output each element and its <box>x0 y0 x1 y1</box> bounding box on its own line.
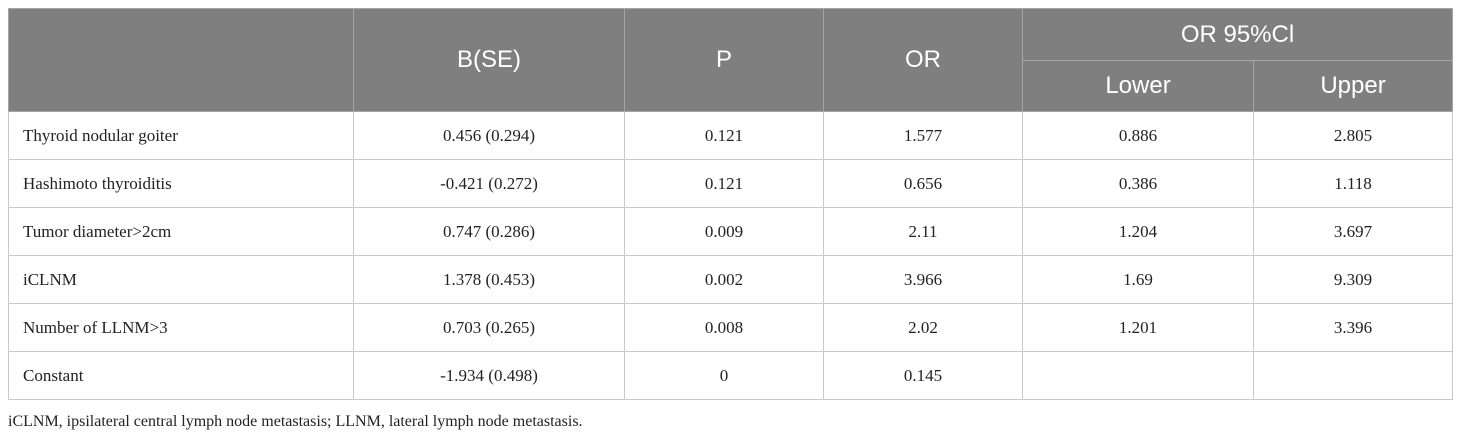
cell-or: 3.966 <box>823 255 1023 304</box>
cell-variable: iCLNM <box>8 255 354 304</box>
cell-lower: 1.204 <box>1022 207 1254 256</box>
cell-variable: Hashimoto thyroiditis <box>8 159 354 208</box>
cell-lower <box>1022 351 1254 400</box>
cell-lower: 0.386 <box>1022 159 1254 208</box>
header-p: P <box>624 8 824 112</box>
cell-b-se: 0.703 (0.265) <box>353 303 625 352</box>
cell-variable: Number of LLNM>3 <box>8 303 354 352</box>
cell-upper: 3.697 <box>1253 207 1453 256</box>
cell-variable: Tumor diameter>2cm <box>8 207 354 256</box>
cell-b-se: -0.421 (0.272) <box>353 159 625 208</box>
cell-or: 2.11 <box>823 207 1023 256</box>
header-lower: Lower <box>1022 60 1254 112</box>
cell-p: 0.121 <box>624 159 824 208</box>
cell-b-se: 1.378 (0.453) <box>353 255 625 304</box>
header-variable <box>8 8 354 112</box>
table-container: B(SE) P OR OR 95%Cl Lower Upper Thyroid … <box>8 8 1453 400</box>
table-row: Hashimoto thyroiditis -0.421 (0.272) 0.1… <box>8 159 1453 208</box>
cell-upper: 1.118 <box>1253 159 1453 208</box>
table-row: Tumor diameter>2cm 0.747 (0.286) 0.009 2… <box>8 207 1453 256</box>
table-row: Constant -1.934 (0.498) 0 0.145 <box>8 351 1453 400</box>
cell-or: 0.145 <box>823 351 1023 400</box>
cell-variable: Constant <box>8 351 354 400</box>
cell-upper <box>1253 351 1453 400</box>
table-footnote: iCLNM, ipsilateral central lymph node me… <box>8 413 583 430</box>
cell-p: 0.002 <box>624 255 824 304</box>
cell-or: 2.02 <box>823 303 1023 352</box>
header-or-ci: OR 95%Cl <box>1022 8 1453 61</box>
cell-b-se: -1.934 (0.498) <box>353 351 625 400</box>
header-b-se: B(SE) <box>353 8 625 112</box>
cell-upper: 9.309 <box>1253 255 1453 304</box>
header-row: B(SE) P OR OR 95%Cl <box>8 8 1453 112</box>
header-subrow: Lower Upper <box>9 60 1453 112</box>
table-row: Thyroid nodular goiter 0.456 (0.294) 0.1… <box>8 111 1453 160</box>
cell-lower: 0.886 <box>1022 111 1254 160</box>
cell-p: 0 <box>624 351 824 400</box>
cell-or: 0.656 <box>823 159 1023 208</box>
cell-or: 1.577 <box>823 111 1023 160</box>
header-or: OR <box>823 8 1023 112</box>
cell-p: 0.121 <box>624 111 824 160</box>
cell-p: 0.009 <box>624 207 824 256</box>
cell-p: 0.008 <box>624 303 824 352</box>
table-row: Number of LLNM>3 0.703 (0.265) 0.008 2.0… <box>8 303 1453 352</box>
cell-b-se: 0.456 (0.294) <box>353 111 625 160</box>
cell-b-se: 0.747 (0.286) <box>353 207 625 256</box>
cell-variable: Thyroid nodular goiter <box>8 111 354 160</box>
header-upper: Upper <box>1253 60 1453 112</box>
cell-upper: 3.396 <box>1253 303 1453 352</box>
table-row: iCLNM 1.378 (0.453) 0.002 3.966 1.69 9.3… <box>8 255 1453 304</box>
cell-upper: 2.805 <box>1253 111 1453 160</box>
regression-table: B(SE) P OR OR 95%Cl Lower Upper Thyroid … <box>8 8 1453 400</box>
cell-lower: 1.69 <box>1022 255 1254 304</box>
cell-lower: 1.201 <box>1022 303 1254 352</box>
